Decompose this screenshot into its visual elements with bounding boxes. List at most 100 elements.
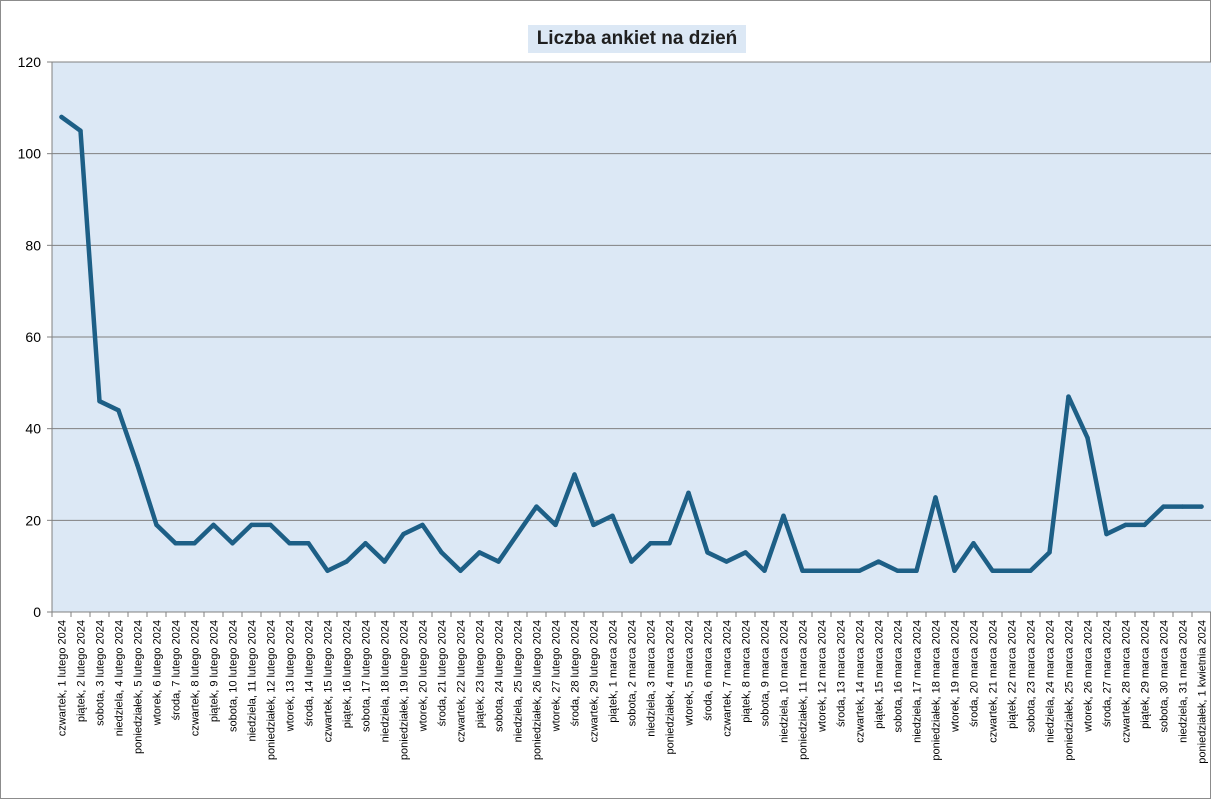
y-tick-label: 80 [25, 237, 41, 253]
x-tick-label: sobota, 10 lutego 2024 [228, 620, 240, 732]
data-point [1199, 504, 1204, 509]
x-tick-label: niedziela, 11 lutego 2024 [247, 620, 259, 742]
x-tick-label: czwartek, 1 lutego 2024 [57, 620, 69, 736]
data-point [667, 541, 672, 546]
x-tick-label: czwartek, 7 marca 2024 [722, 620, 734, 737]
x-tick-label: niedziela, 25 lutego 2024 [513, 620, 525, 742]
y-tick-label: 20 [25, 512, 41, 528]
data-point [800, 568, 805, 573]
x-tick-label: poniedziałek, 25 marca 2024 [1064, 620, 1076, 761]
data-points [59, 114, 1204, 573]
x-tick-label: środa, 20 marca 2024 [969, 620, 981, 727]
data-point [230, 541, 235, 546]
x-tick-label: czwartek, 14 marca 2024 [855, 620, 867, 743]
data-point [1047, 550, 1052, 555]
x-tick-label: wtorek, 6 lutego 2024 [152, 620, 164, 726]
data-point [268, 522, 273, 528]
data-point [496, 559, 501, 564]
data-point [762, 568, 767, 573]
data-point [325, 568, 330, 573]
x-tick-label: poniedziałek, 19 lutego 2024 [399, 620, 411, 760]
data-point [439, 550, 444, 555]
x-tick-label: wtorek, 13 lutego 2024 [285, 620, 297, 732]
data-point [59, 114, 64, 120]
data-point [211, 522, 216, 528]
data-point [1085, 435, 1090, 441]
x-tick-label: środa, 27 marca 2024 [1102, 620, 1114, 727]
x-tick-label: środa, 6 marca 2024 [703, 620, 715, 721]
data-point [363, 541, 368, 546]
x-tick-label: wtorek, 19 marca 2024 [950, 620, 962, 733]
y-tick-label: 60 [25, 329, 41, 345]
data-point [401, 531, 406, 537]
data-point [192, 541, 197, 546]
data-point [515, 531, 520, 537]
data-point [876, 559, 881, 564]
data-point [1123, 522, 1128, 528]
data-point [534, 504, 539, 509]
data-point [116, 408, 121, 413]
x-tick-label: czwartek, 29 lutego 2024 [589, 620, 601, 742]
data-point [705, 550, 710, 555]
x-tick-label: niedziela, 31 marca 2024 [1178, 620, 1190, 743]
x-tick-label: sobota, 24 lutego 2024 [494, 620, 506, 732]
data-point [781, 513, 786, 518]
data-point [914, 568, 919, 573]
data-point [344, 559, 349, 564]
data-point [895, 568, 900, 573]
x-tick-label: poniedziałek, 26 lutego 2024 [532, 620, 544, 760]
x-tick-label: piątek, 22 marca 2024 [1007, 620, 1019, 729]
data-point [686, 490, 691, 496]
x-tick-label: niedziela, 18 lutego 2024 [380, 620, 392, 742]
data-point [78, 128, 83, 133]
x-tick-label: niedziela, 24 marca 2024 [1045, 620, 1057, 743]
x-tick-label: czwartek, 21 marca 2024 [988, 620, 1000, 743]
x-tick-label: środa, 21 lutego 2024 [437, 620, 449, 726]
x-tick-label: sobota, 9 marca 2024 [760, 620, 772, 726]
data-point [553, 522, 558, 528]
data-point [572, 472, 577, 477]
data-point [933, 495, 938, 500]
y-tick-label: 100 [18, 146, 42, 162]
data-point [420, 522, 425, 528]
data-point [743, 550, 748, 555]
x-tick-label: czwartek, 8 lutego 2024 [190, 620, 202, 736]
x-tick-label: wtorek, 20 lutego 2024 [418, 620, 430, 732]
x-tick-label: piątek, 16 lutego 2024 [342, 620, 354, 728]
data-point [154, 522, 159, 528]
data-point [1142, 522, 1147, 528]
x-tick-label: piątek, 29 marca 2024 [1140, 620, 1152, 729]
data-point [1104, 531, 1109, 537]
data-point [857, 568, 862, 573]
data-point [1066, 394, 1071, 399]
x-tick-label: sobota, 3 lutego 2024 [95, 620, 107, 726]
data-point [1161, 504, 1166, 509]
x-tick-label: wtorek, 5 marca 2024 [684, 620, 696, 727]
x-tick-label: wtorek, 27 lutego 2024 [551, 620, 563, 732]
x-tick-label: piątek, 2 lutego 2024 [76, 620, 88, 722]
data-point [97, 398, 102, 404]
x-tick-label: piątek, 1 marca 2024 [608, 620, 620, 723]
data-point [382, 559, 387, 564]
data-point [648, 541, 653, 546]
x-tick-label: sobota, 2 marca 2024 [627, 620, 639, 726]
x-tick-label: poniedziałek, 11 marca 2024 [798, 620, 810, 760]
data-point [629, 559, 634, 564]
data-point [287, 541, 292, 546]
data-point [952, 568, 957, 573]
data-point [1009, 568, 1014, 573]
x-tick-label: poniedziałek, 4 marca 2024 [665, 620, 677, 755]
data-point [990, 568, 995, 573]
data-point [1028, 568, 1033, 573]
x-tick-label: poniedziałek, 5 lutego 2024 [133, 620, 145, 754]
x-tick-label: sobota, 17 lutego 2024 [361, 620, 373, 732]
data-point [838, 568, 843, 573]
x-tick-label: poniedziałek, 18 marca 2024 [931, 620, 943, 761]
data-point [1180, 504, 1185, 509]
data-point [971, 541, 976, 546]
x-tick-label: czwartek, 15 lutego 2024 [323, 620, 335, 742]
y-tick-label: 0 [33, 604, 41, 620]
chart-title: Liczba ankiet na dzień [528, 25, 746, 53]
x-tick-label: niedziela, 17 marca 2024 [912, 620, 924, 743]
